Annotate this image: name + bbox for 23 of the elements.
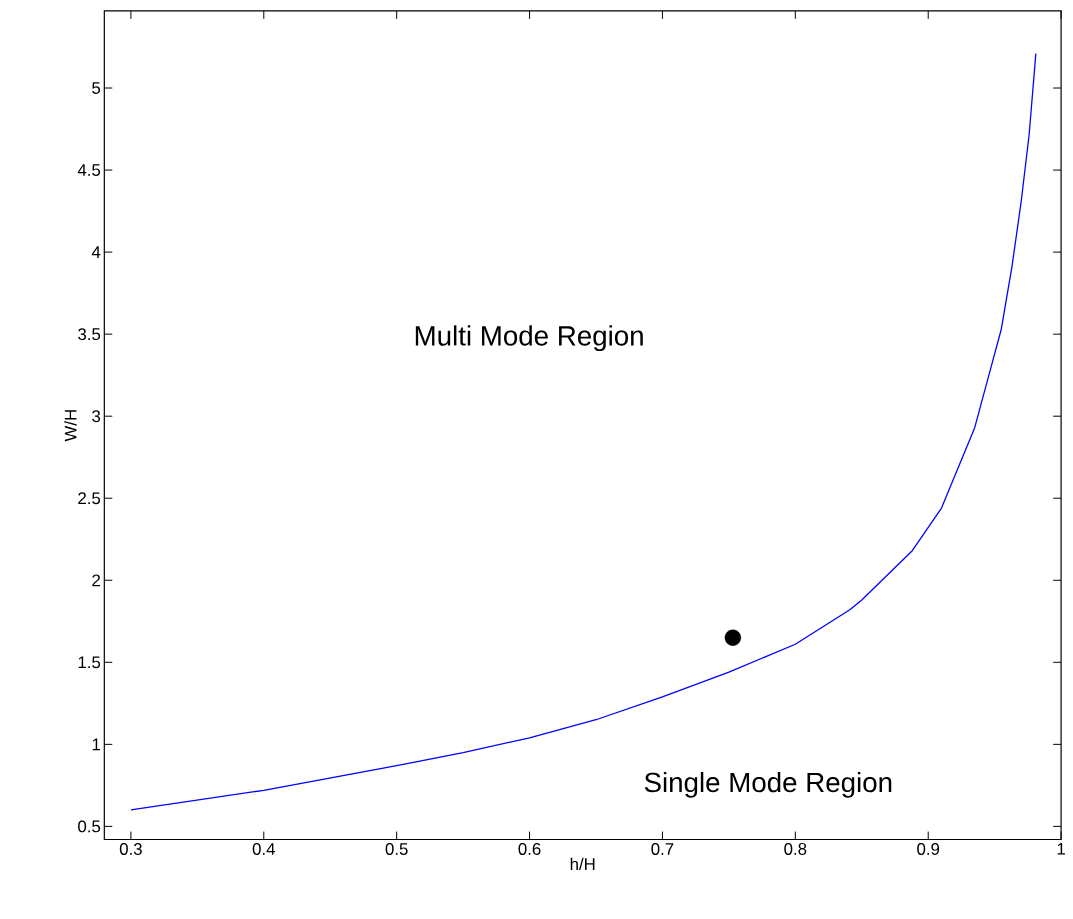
y-tick-label: 3.5 (78, 328, 101, 341)
x-tick-label: 1 (1057, 843, 1065, 855)
y-tick-label: 4.5 (77, 164, 101, 176)
y-tick-label: 1.5 (78, 656, 101, 669)
x-tick-label: 0.9 (917, 843, 940, 855)
x-tick-label: 0.4 (252, 843, 275, 855)
x-tick-label: 0.3 (119, 843, 142, 855)
x-axis-title: h/H (570, 857, 595, 871)
x-tick-label: 0.6 (518, 843, 541, 855)
y-tick-label: 5 (92, 82, 101, 94)
y-tick-label: 0.5 (78, 820, 101, 833)
x-tick-label: 0.7 (651, 843, 674, 855)
y-tick-label: 1 (92, 738, 100, 751)
line-series (130, 52, 1037, 811)
y-axis-title: W/H (64, 410, 77, 442)
y-tick-label: 4 (91, 246, 101, 258)
x-tick-label: 0.5 (385, 843, 408, 855)
x-tick-label: 0.8 (784, 843, 807, 855)
y-tick-label: 3 (92, 410, 101, 423)
annotation: Single Mode Region (644, 771, 892, 798)
y-tick-label: 2.5 (78, 492, 101, 505)
y-tick-label: 2 (92, 574, 100, 587)
annotation: Multi Mode Region (415, 325, 643, 352)
